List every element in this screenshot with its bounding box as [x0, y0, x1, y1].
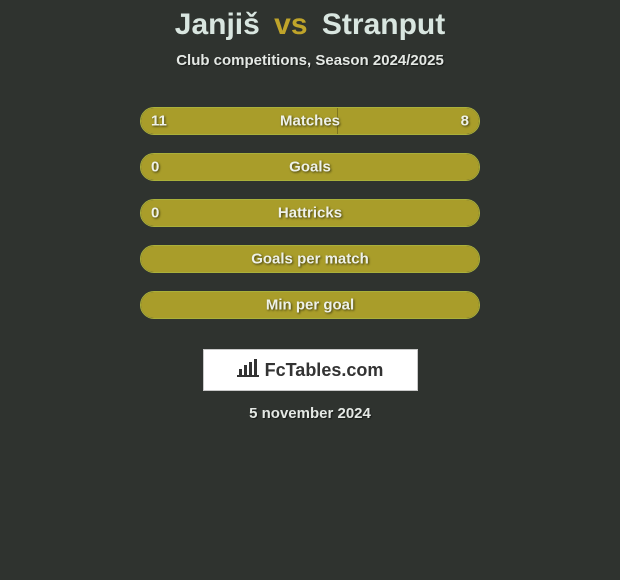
stat-bar: Goals per match: [140, 245, 480, 273]
date-label: 5 november 2024: [249, 405, 371, 422]
stat-row: Goals per match: [140, 245, 480, 273]
branding-box[interactable]: FcTables.com: [203, 349, 418, 391]
stat-row: Min per goal: [140, 291, 480, 319]
stat-value-left: 0: [151, 205, 159, 222]
stat-bar: Hattricks0: [140, 199, 480, 227]
stat-label: Matches: [141, 113, 479, 130]
subtitle: Club competitions, Season 2024/2025: [176, 52, 444, 69]
page-title: Janjiš vs Stranput: [175, 8, 445, 42]
stat-value-left: 0: [151, 159, 159, 176]
stat-value-right: 8: [461, 113, 469, 130]
stat-label: Hattricks: [141, 205, 479, 222]
stat-row: Goals0: [140, 153, 480, 181]
stat-bar: Matches11 8: [140, 107, 480, 135]
branding-text: FcTables.com: [265, 360, 384, 381]
chart-icon: [237, 359, 259, 382]
player1-name: Janjiš: [175, 8, 260, 41]
stat-row: Matches11 8: [140, 107, 480, 135]
branding-label: FcTables.com: [237, 359, 384, 382]
vs-label: vs: [274, 8, 307, 41]
stat-value-left: 11: [151, 113, 167, 130]
stats-area: Matches118Goals0Hattricks0Goals per matc…: [140, 107, 480, 337]
stat-bar: Min per goal: [140, 291, 480, 319]
stat-bar: Goals0: [140, 153, 480, 181]
stat-label: Min per goal: [141, 297, 479, 314]
stat-label: Goals: [141, 159, 479, 176]
player2-name: Stranput: [322, 8, 445, 41]
stat-label: Goals per match: [141, 251, 479, 268]
stat-row: Hattricks0: [140, 199, 480, 227]
comparison-card: Janjiš vs Stranput Club competitions, Se…: [0, 0, 620, 422]
